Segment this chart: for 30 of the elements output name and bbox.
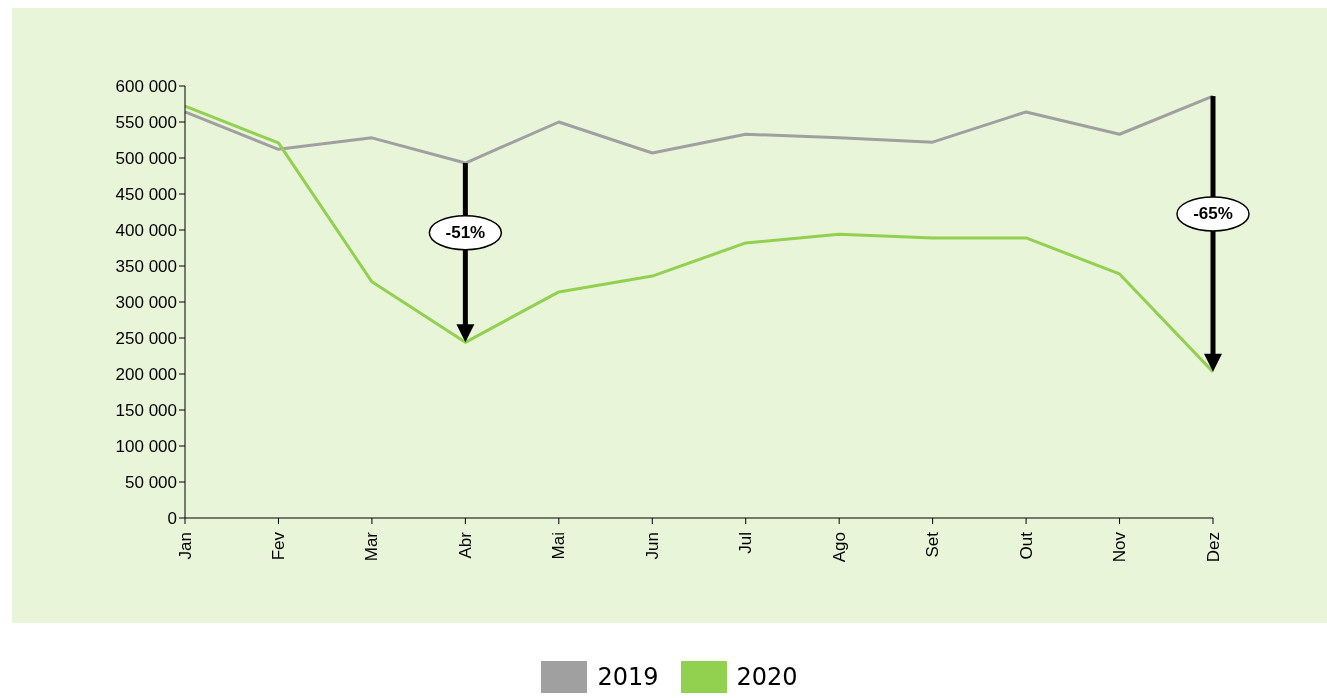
y-tick-label: 50 000 — [125, 473, 177, 493]
x-tick-label: Jan — [175, 532, 195, 560]
y-tick-label: 200 000 — [115, 365, 177, 385]
annotation: -51% — [445, 223, 486, 243]
x-tick-label: Out — [1016, 531, 1036, 560]
x-tick-label: Dez — [1203, 532, 1223, 563]
y-tick-label: 400 000 — [115, 221, 177, 241]
x-tick-label: Fev — [268, 531, 288, 561]
y-tick-label: 150 000 — [115, 401, 177, 421]
x-tick-label: Mar — [362, 531, 382, 562]
y-tick-label: 500 000 — [115, 149, 177, 169]
y-tick-label: 300 000 — [115, 293, 177, 313]
x-tick-label: Nov — [1110, 531, 1130, 563]
x-tick-label: Jul — [736, 532, 756, 554]
annotation: -65% — [1193, 204, 1233, 224]
x-tick-label: Ago — [829, 532, 849, 563]
x-tick-label: Abr — [455, 531, 475, 559]
x-tick-label: Mai — [549, 532, 569, 560]
x-tick-label: Set — [923, 531, 943, 558]
y-tick-label: 250 000 — [115, 329, 177, 349]
line-series — [183, 94, 1215, 165]
x-tick-label: Jun — [642, 532, 662, 560]
y-tick-label: 450 000 — [115, 185, 177, 205]
legend-label: 2019 — [597, 663, 659, 691]
y-tick-label: 600 000 — [115, 77, 177, 97]
y-tick-label: 350 000 — [115, 257, 177, 277]
y-tick-label: 0 — [167, 509, 177, 529]
y-tick-label: 100 000 — [115, 437, 177, 457]
y-tick-label: 550 000 — [115, 113, 177, 133]
legend-label: 2020 — [736, 663, 798, 691]
